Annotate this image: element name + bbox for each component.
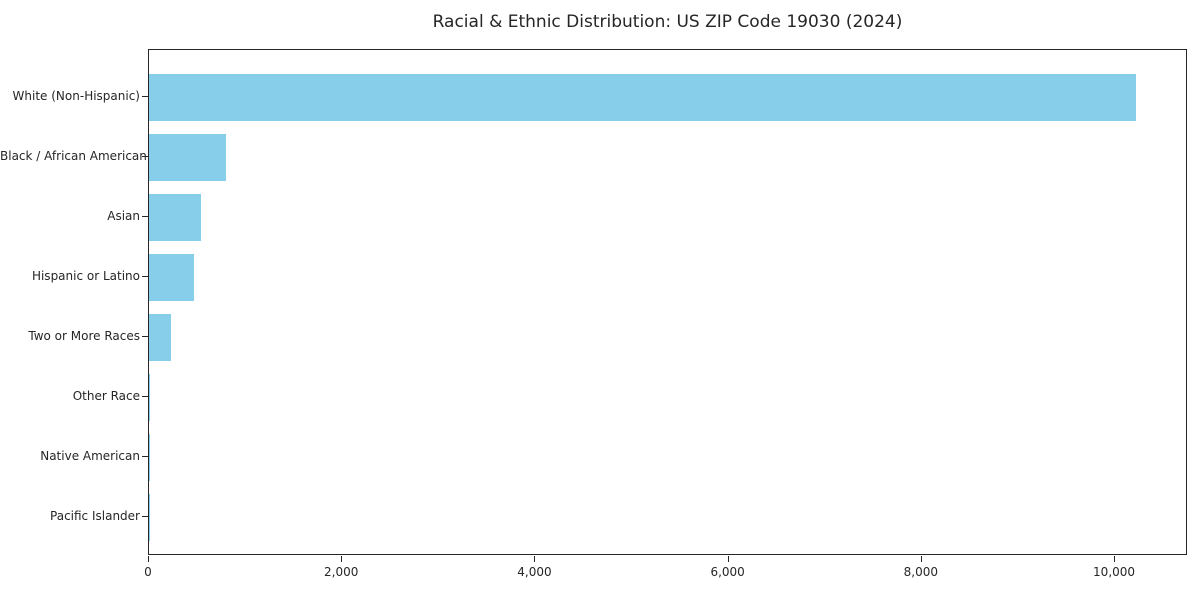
y-tick-mark [142,456,148,457]
x-tick-mark [920,556,922,562]
y-tick-label: White (Non-Hispanic) [12,89,140,103]
bar-white-non-hispanic [149,73,1137,121]
y-tick-label: Pacific Islander [50,509,140,523]
x-tick-label: 4,000 [517,565,552,579]
bar-native-american [149,433,150,481]
bar-asian [149,193,202,241]
x-tick-label: 0 [144,565,152,579]
y-tick-label: Black / African American [0,149,147,163]
y-tick-label: Hispanic or Latino [31,269,140,283]
x-tick-mark [1114,556,1116,562]
plot-area [148,49,1187,555]
y-tick-mark [142,276,148,277]
y-tick-mark [142,336,148,337]
bar-black-african-american [149,133,227,181]
bar-hispanic-or-latino [149,253,194,301]
y-tick-label: Asian [107,209,140,223]
x-tick-label: 10,000 [1093,565,1136,579]
y-tick-mark [142,96,148,97]
x-tick-label: 2,000 [324,565,359,579]
y-tick-mark [142,156,148,157]
bar-two-or-more-races [149,313,171,361]
y-tick-label: Other Race [72,389,140,403]
y-tick-label: Native American [40,449,140,463]
y-tick-label: Two or More Races [28,329,140,343]
x-tick-label: 8,000 [903,565,939,579]
chart-title: Racial & Ethnic Distribution: US ZIP Cod… [432,12,903,32]
x-tick-mark [727,556,729,562]
x-tick-mark [148,556,149,562]
y-tick-mark [142,216,148,217]
x-tick-mark [341,556,343,562]
x-tick-label: 6,000 [710,565,745,579]
y-tick-mark [142,516,148,517]
bar-other-race [149,373,151,421]
y-tick-mark [142,396,148,397]
x-tick-mark [534,556,536,562]
